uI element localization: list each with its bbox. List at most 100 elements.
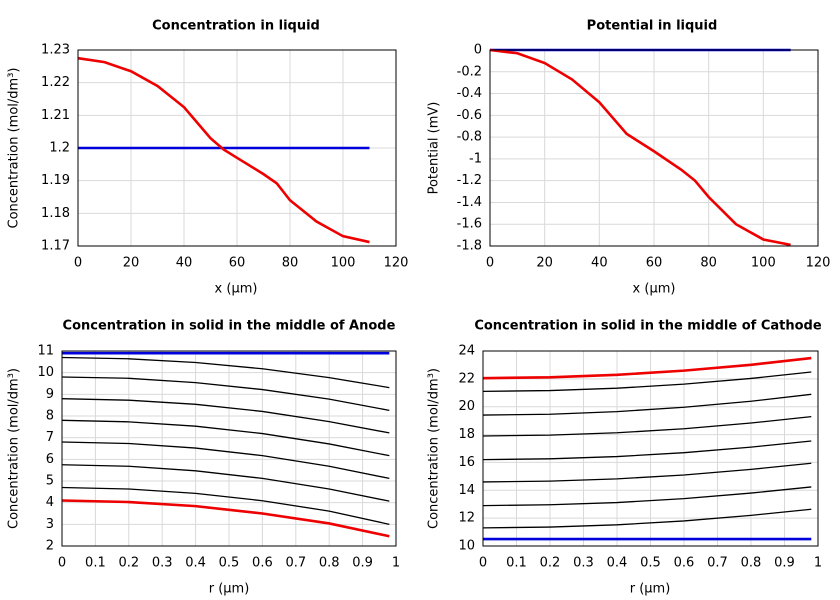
- y-axis-label: Concentration (mol/dm³): [7, 368, 22, 529]
- plot-frame: [77, 49, 397, 247]
- x-tick-label: 100: [331, 256, 356, 271]
- y-tick-label: -1.8: [457, 239, 482, 254]
- x-tick-label: 0.9: [774, 556, 795, 571]
- x-tick-label: 1: [814, 556, 822, 571]
- plot-frame: [61, 350, 397, 547]
- x-tick-label: 60: [646, 256, 663, 271]
- x-tick-label: 60: [229, 256, 246, 271]
- y-tick-label: 3: [46, 517, 54, 532]
- x-tick-label: 0.2: [118, 556, 139, 571]
- data-line: [61, 464, 390, 502]
- x-tick-label: 80: [700, 256, 717, 271]
- data-line: [61, 419, 390, 457]
- y-tick-label: 4: [46, 495, 54, 510]
- y-tick-label: 1.22: [41, 75, 70, 90]
- y-tick-label: 14: [458, 483, 475, 498]
- y-tick-label: 1.19: [41, 173, 70, 188]
- y-tick-label: -1.2: [457, 173, 482, 188]
- y-axis-label: Concentration (mol/dm³): [7, 68, 22, 229]
- data-line: [61, 376, 390, 412]
- chart-title: Concentration in solid in the middle of …: [474, 319, 822, 334]
- y-tick-label: -1: [469, 151, 482, 166]
- y-tick-label: 6: [46, 452, 54, 467]
- y-tick-label: -1.4: [457, 195, 482, 210]
- y-tick-label: 7: [46, 430, 54, 445]
- data-line: [482, 508, 812, 529]
- x-tick-label: 0: [74, 256, 82, 271]
- data-line: [482, 371, 812, 393]
- y-tick-label: -1.6: [457, 217, 482, 232]
- chart-title: Concentration in liquid: [152, 19, 320, 34]
- data-line: [482, 415, 812, 437]
- x-tick-label: 0.6: [674, 556, 695, 571]
- x-tick-label: 0.1: [85, 556, 106, 571]
- plot-frame: [489, 49, 819, 247]
- data-line: [61, 441, 390, 480]
- y-tick-label: 5: [46, 474, 54, 489]
- y-axis-label: Concentration (mol/dm³): [427, 368, 442, 529]
- chart-title: Potential in liquid: [587, 19, 718, 34]
- y-tick-label: -0.4: [457, 86, 482, 101]
- y-tick-label: 22: [458, 371, 475, 386]
- x-tick-label: 100: [751, 256, 776, 271]
- x-axis-label: x (µm): [215, 282, 258, 297]
- x-tick-label: 0.6: [252, 556, 273, 571]
- y-tick-label: 10: [37, 365, 54, 380]
- x-axis-label: r (µm): [630, 582, 671, 597]
- x-tick-label: 0.5: [219, 556, 240, 571]
- y-tick-label: 8: [46, 409, 54, 424]
- x-tick-label: 0: [479, 556, 487, 571]
- x-tick-label: 0.7: [285, 556, 306, 571]
- y-tick-label: 10: [458, 539, 475, 554]
- x-tick-label: 0.7: [707, 556, 728, 571]
- x-tick-label: 0.5: [640, 556, 661, 571]
- y-tick-label: 20: [458, 399, 475, 414]
- x-tick-label: 80: [282, 256, 299, 271]
- x-tick-label: 40: [591, 256, 608, 271]
- chart-title: Concentration in solid in the middle of …: [63, 319, 396, 334]
- data-line: [489, 48, 791, 247]
- data-line: [482, 393, 812, 416]
- x-tick-label: 20: [123, 256, 140, 271]
- y-tick-label: 1.18: [41, 206, 70, 221]
- data-line: [482, 440, 812, 461]
- x-tick-label: 0.8: [319, 556, 340, 571]
- data-line: [61, 499, 390, 538]
- x-tick-label: 0.2: [540, 556, 561, 571]
- x-axis-label: x (µm): [633, 282, 676, 297]
- x-tick-label: 0.9: [352, 556, 373, 571]
- y-tick-label: 9: [46, 387, 54, 402]
- data-line: [77, 56, 370, 244]
- y-tick-label: 1.2: [49, 141, 70, 156]
- plot-frame: [482, 350, 819, 547]
- y-tick-label: 1.17: [41, 239, 70, 254]
- y-axis-label: Potential (mV): [427, 102, 442, 195]
- x-tick-label: 120: [384, 256, 409, 271]
- x-tick-label: 120: [806, 256, 831, 271]
- x-tick-label: 0.1: [506, 556, 527, 571]
- y-tick-label: 18: [458, 427, 475, 442]
- x-tick-label: 0.8: [741, 556, 762, 571]
- data-line: [61, 398, 390, 434]
- y-tick-label: -0.2: [457, 64, 482, 79]
- data-line: [482, 356, 812, 380]
- y-tick-label: 1.23: [41, 43, 70, 58]
- y-tick-label: 16: [458, 455, 475, 470]
- x-tick-label: 0.4: [607, 556, 628, 571]
- y-tick-label: 12: [458, 511, 475, 526]
- x-tick-label: 0: [58, 556, 66, 571]
- x-tick-label: 0: [486, 256, 494, 271]
- y-tick-label: 0: [474, 43, 482, 58]
- y-tick-label: -0.6: [457, 108, 482, 123]
- x-tick-label: 20: [536, 256, 553, 271]
- x-tick-label: 0.3: [573, 556, 594, 571]
- y-tick-label: 1.21: [41, 108, 70, 123]
- x-tick-label: 0.3: [152, 556, 173, 571]
- data-line: [482, 486, 812, 507]
- y-tick-label: 2: [46, 539, 54, 554]
- x-tick-label: 40: [176, 256, 193, 271]
- y-tick-label: -0.8: [457, 130, 482, 145]
- x-tick-label: 1: [392, 556, 400, 571]
- data-line: [61, 486, 390, 525]
